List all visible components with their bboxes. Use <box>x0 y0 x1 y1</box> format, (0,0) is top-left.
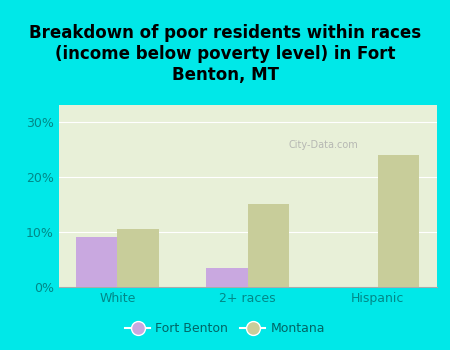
Bar <box>206 268 248 287</box>
Bar <box>117 229 159 287</box>
Legend: Fort Benton, Montana: Fort Benton, Montana <box>120 317 330 340</box>
Text: Breakdown of poor residents within races
(income below poverty level) in Fort
Be: Breakdown of poor residents within races… <box>29 25 421 84</box>
Bar <box>248 204 289 287</box>
Text: City-Data.com: City-Data.com <box>288 140 358 150</box>
Bar <box>378 155 419 287</box>
Bar <box>76 237 117 287</box>
